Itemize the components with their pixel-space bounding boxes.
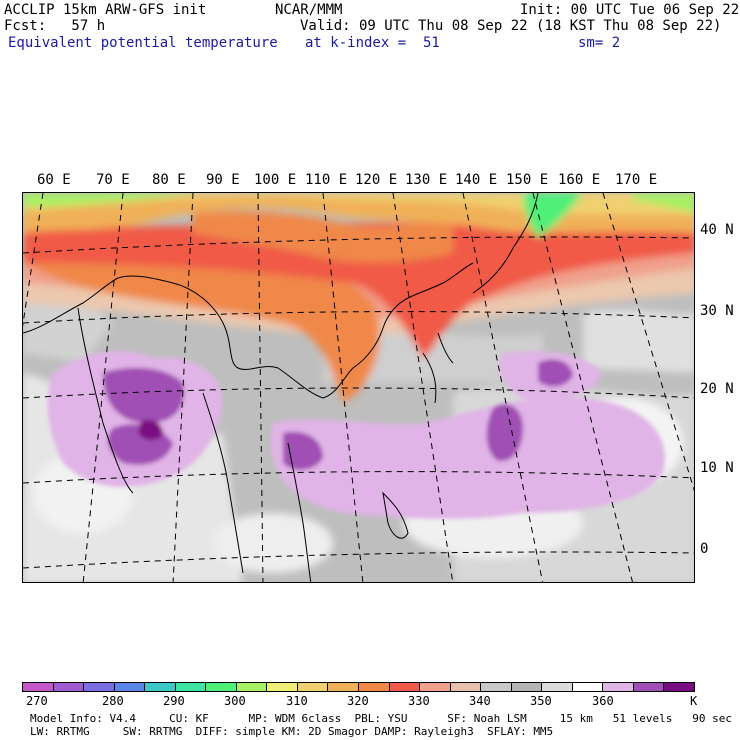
theta-e-map (22, 192, 695, 583)
colorbar-swatch (389, 683, 421, 691)
model-info: Model Info: V4.4 CU: KF MP: WDM 6class P… (30, 712, 732, 725)
colorbar-label: 320 (347, 694, 369, 708)
lon-label: 150 E (506, 172, 549, 188)
colorbar-swatch (328, 683, 360, 691)
colorbar-label: 310 (286, 694, 308, 708)
colorbar-swatch (664, 683, 695, 691)
colorbar-swatch (236, 683, 268, 691)
forecast-hour: Fcst: 57 h (4, 18, 106, 34)
colorbar-swatch (572, 683, 604, 691)
colorbar-label: 350 (530, 694, 552, 708)
colorbar-swatch (145, 683, 176, 691)
level-index: at k-index = 51 (305, 35, 440, 51)
colorbar-swatch (633, 683, 665, 691)
lat-label: 30 N (700, 303, 734, 319)
lon-label: 170 E (615, 172, 658, 188)
colorbar-swatch (450, 683, 482, 691)
colorbar-label: 360 (592, 694, 614, 708)
colorbar-swatch (175, 683, 207, 691)
colorbar-swatch (542, 683, 573, 691)
smoothing-label: sm= 2 (578, 35, 621, 51)
colorbar-swatch (23, 683, 54, 691)
lon-label: 60 E (37, 172, 71, 188)
lat-label: 40 N (700, 222, 734, 238)
colorbar-swatch (511, 683, 543, 691)
lon-label: 110 E (305, 172, 348, 188)
colorbar-swatch (206, 683, 237, 691)
model-title: ACCLIP 15km ARW-GFS init (4, 2, 207, 18)
init-time: Init: 00 UTC Tue 06 Sep 22 (520, 2, 740, 18)
lat-label: 0 (700, 541, 709, 557)
lat-label: 20 N (700, 381, 734, 397)
lon-label: 90 E (206, 172, 240, 188)
colorbar-swatch (297, 683, 329, 691)
color-bar (22, 682, 695, 692)
colorbar-swatch (53, 683, 85, 691)
map-canvas (23, 193, 694, 582)
lon-label: 70 E (96, 172, 130, 188)
lon-label: 160 E (558, 172, 601, 188)
lon-label: 130 E (405, 172, 448, 188)
valid-time: Valid: 09 UTC Thu 08 Sep 22 (18 KST Thu … (300, 18, 722, 34)
lon-label: 80 E (152, 172, 186, 188)
colorbar-swatch (359, 683, 390, 691)
physics-info: LW: RRTMG SW: RRTMG DIFF: simple KM: 2D … (30, 725, 554, 738)
colorbar-label: 340 (469, 694, 491, 708)
colorbar-swatch (481, 683, 512, 691)
colorbar-swatch (420, 683, 451, 691)
colorbar-swatch (114, 683, 146, 691)
colorbar-label: 330 (408, 694, 430, 708)
colorbar-label: 270 (26, 694, 48, 708)
lon-label: 140 E (455, 172, 498, 188)
field-name: Equivalent potential temperature (8, 35, 278, 51)
institution-label: NCAR/MMM (275, 2, 343, 18)
lon-label: 100 E (254, 172, 297, 188)
colorbar-label: 300 (224, 694, 246, 708)
colorbar-swatch (84, 683, 115, 691)
colorbar-label: 280 (102, 694, 124, 708)
colorbar-swatch (603, 683, 634, 691)
colorbar-swatch (267, 683, 298, 691)
colorbar-unit: K (690, 694, 698, 708)
lat-label: 10 N (700, 460, 734, 476)
colorbar-label: 290 (163, 694, 185, 708)
lon-label: 120 E (355, 172, 398, 188)
